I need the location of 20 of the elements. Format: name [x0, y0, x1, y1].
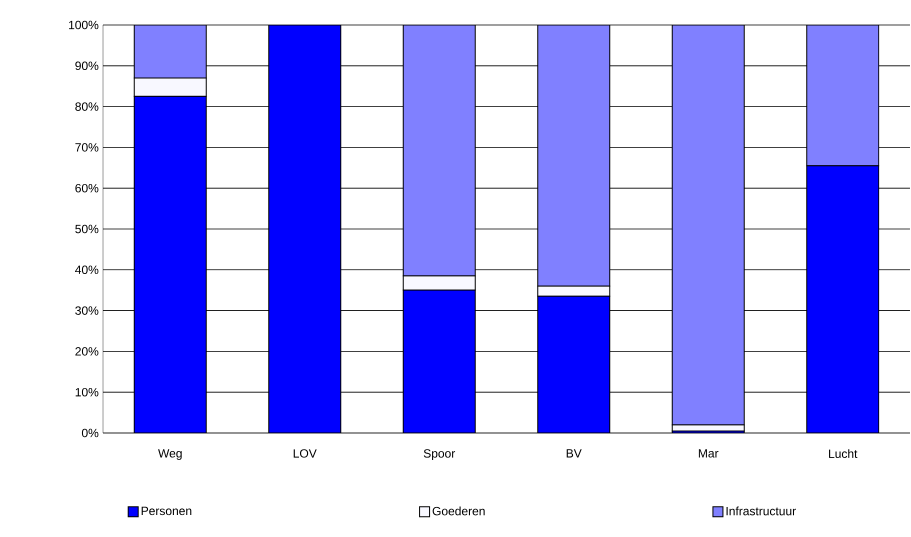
x-tick-label: Mar	[698, 449, 718, 458]
y-tick-label: 10%	[76, 388, 98, 396]
x-tick-label: Weg	[158, 449, 182, 460]
x-tick-label: Spoor	[424, 449, 456, 460]
x-tick-label: BV	[566, 449, 582, 458]
y-tick-label: 30%	[75, 306, 98, 315]
y-tick-label: 20%	[75, 347, 98, 356]
y-tick-label: 0%	[82, 428, 98, 438]
y-tick-label: 100%	[69, 20, 98, 30]
y-tick-label: 70%	[75, 143, 98, 152]
y-tick-label: 80%	[75, 102, 98, 111]
legend-label: Goederen	[432, 506, 485, 516]
y-tick-label: 60%	[75, 184, 98, 192]
x-tick-label: LOV	[294, 449, 317, 458]
legend-label: Infrastructuur	[726, 506, 796, 516]
y-tick-label: 50%	[75, 224, 98, 234]
x-tick-label: Lucht	[829, 449, 858, 458]
y-tick-label: 40%	[75, 266, 98, 274]
y-tick-label: 90%	[75, 62, 98, 70]
legend-label: Personen	[142, 506, 192, 516]
